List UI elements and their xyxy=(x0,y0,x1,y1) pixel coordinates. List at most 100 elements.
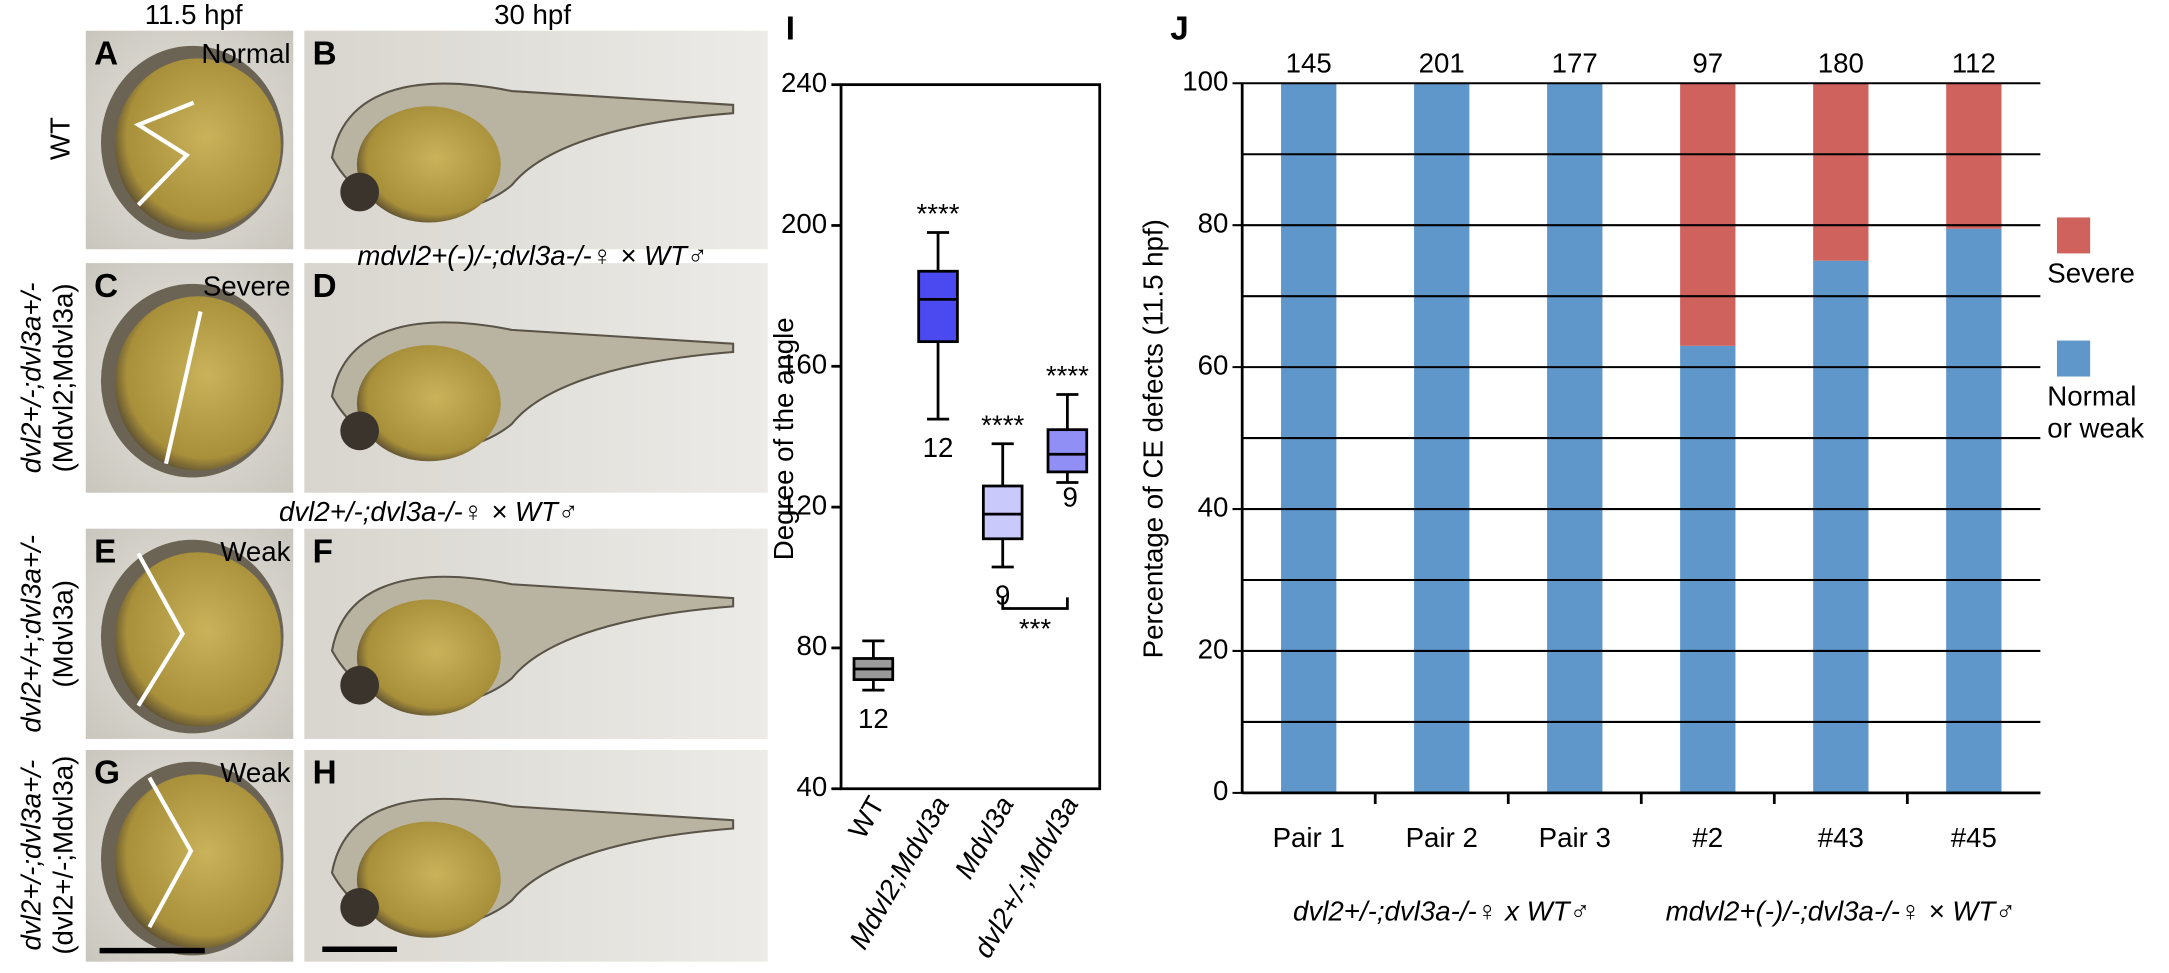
row-label: dvl2+/-;dvl3a+/- xyxy=(16,760,47,951)
photo-panel xyxy=(304,263,768,493)
group-label: dvl2+/-;dvl3a-/-♀ x WT♂ xyxy=(1293,896,1590,927)
panel-letter: A xyxy=(94,35,118,72)
phenotype-label: Weak xyxy=(220,536,290,567)
n-label: 12 xyxy=(923,432,954,463)
panel-letter: J xyxy=(1170,10,1188,47)
bar-segment xyxy=(1680,345,1736,793)
row-label: (dvl2+/-;Mdvl3a) xyxy=(47,756,78,955)
row-label: dvl2+/+;dvl3a+/- xyxy=(16,535,47,733)
embryo-yolk xyxy=(356,821,501,938)
panel-letter: I xyxy=(786,10,795,47)
embryo-eye xyxy=(340,411,380,451)
embryo-yolk xyxy=(356,106,501,223)
significance: **** xyxy=(1046,360,1089,391)
y-tick-label: 80 xyxy=(1198,208,1229,239)
y-tick-label: 60 xyxy=(1198,349,1229,380)
y-tick-label: 200 xyxy=(781,208,827,239)
x-tick-label: #2 xyxy=(1692,822,1723,853)
y-tick-label: 160 xyxy=(781,349,827,380)
panel-letter: C xyxy=(94,268,118,305)
column-header: 11.5 hpf xyxy=(145,0,243,30)
phenotype-label: Normal xyxy=(201,38,290,69)
group-label: mdvl2+(-)/-;dvl3a-/-♀ × WT♂ xyxy=(1666,896,2016,927)
box-body xyxy=(981,484,1024,541)
y-tick-label: 80 xyxy=(796,630,827,661)
embryo-eye xyxy=(340,172,380,212)
x-tick-label: #45 xyxy=(1951,822,1997,853)
panel-letter: E xyxy=(94,533,116,570)
cross-label: dvl2+/-;dvl3a-/-♀ × WT♂ xyxy=(279,496,579,527)
n-label: 9 xyxy=(1062,481,1077,512)
panel-letter: H xyxy=(313,755,337,792)
embryo-eye xyxy=(340,887,380,927)
y-tick-label: 40 xyxy=(1198,491,1229,522)
row-label: (Mdvl3a) xyxy=(47,580,78,688)
comparison-label: *** xyxy=(1019,613,1052,644)
panel-letter: B xyxy=(313,35,337,72)
legend-swatch xyxy=(2056,217,2091,254)
photo-panel xyxy=(304,528,768,739)
box-body xyxy=(1046,428,1089,474)
n-label: 9 xyxy=(995,580,1010,611)
bar-segment xyxy=(1946,83,2002,229)
y-tick-label: 20 xyxy=(1198,633,1229,664)
legend-label-box: Normal or weak xyxy=(2047,382,2145,445)
total-label: 97 xyxy=(1692,48,1723,79)
x-tick-label: Pair 1 xyxy=(1273,822,1345,853)
cross-label: mdvl2+(-)/-;dvl3a-/-♀ × WT♂ xyxy=(357,240,707,271)
panel-letter: F xyxy=(313,533,333,570)
total-label: 112 xyxy=(1952,48,1996,79)
box-body xyxy=(917,269,959,344)
angle-line xyxy=(163,311,203,465)
x-tick-label: Mdvl3a xyxy=(948,791,1019,884)
total-label: 177 xyxy=(1552,48,1598,79)
y-tick-label: 120 xyxy=(781,489,827,520)
embryo-yolk xyxy=(356,345,501,462)
x-tick-label: Pair 2 xyxy=(1406,822,1478,853)
row-label: (Mdvl2;Mdvl3a) xyxy=(47,283,78,472)
column-header: 30 hpf xyxy=(494,0,571,30)
angle-line xyxy=(136,552,185,707)
y-tick-label: 40 xyxy=(796,771,827,802)
box xyxy=(981,442,1024,569)
box xyxy=(1046,393,1089,484)
legend-label: Normal or weak xyxy=(2047,382,2145,445)
embryo-yolk xyxy=(356,599,501,716)
embryo-yolk xyxy=(114,58,281,233)
row-label: dvl2+/-;dvl3a+/- xyxy=(16,283,47,474)
bar-segment xyxy=(1680,83,1736,346)
bar-segment xyxy=(1946,228,2002,793)
photo-panel xyxy=(304,30,768,250)
angle-line xyxy=(133,100,195,207)
significance: **** xyxy=(981,409,1024,440)
panel-letter: G xyxy=(94,755,120,792)
y-tick-label: 0 xyxy=(1213,775,1228,806)
y-axis-label: Degree of the angle xyxy=(768,317,799,560)
embryo-yolk xyxy=(114,552,281,727)
x-tick-label: WT xyxy=(842,791,890,844)
photo-panel xyxy=(85,528,294,739)
y-tick-label: 240 xyxy=(781,67,827,98)
box xyxy=(852,639,895,692)
photo-panel xyxy=(304,750,768,962)
phenotype-label: Severe xyxy=(203,270,291,301)
photo-panel xyxy=(85,263,294,493)
legend-swatch xyxy=(2056,340,2091,377)
y-tick-label: 100 xyxy=(1182,66,1228,97)
x-tick-label: Pair 3 xyxy=(1539,822,1611,853)
photo-panel xyxy=(85,30,294,250)
plot-frame xyxy=(839,83,1102,791)
total-label: 145 xyxy=(1286,48,1332,79)
comparison-bracket xyxy=(1001,597,1069,610)
embryo-yolk xyxy=(114,296,281,471)
embryo-eye xyxy=(340,665,380,705)
embryo-yolk xyxy=(114,774,281,949)
y-axis-label: Percentage of CE defects (11.5 hpf) xyxy=(1137,219,1168,658)
x-tick-label: #43 xyxy=(1818,822,1864,853)
phenotype-label: Weak xyxy=(220,757,290,788)
photo-panel xyxy=(85,750,294,962)
total-label: 201 xyxy=(1419,48,1465,79)
bar-segment xyxy=(1813,260,1869,793)
bar-segment xyxy=(1813,83,1869,261)
